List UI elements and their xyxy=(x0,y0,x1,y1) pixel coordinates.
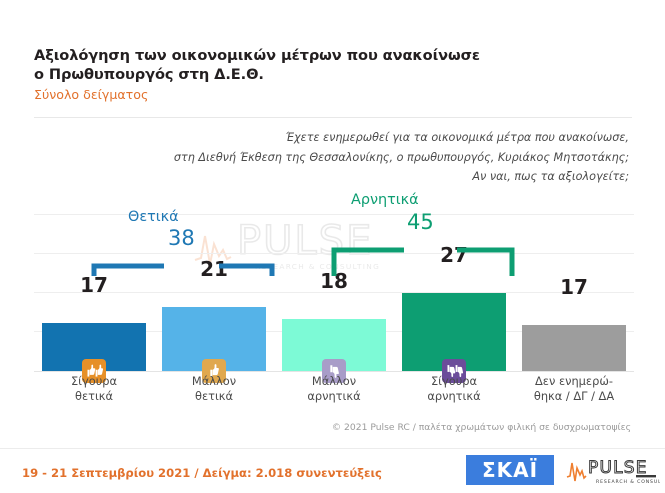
category-label-line-1: Σίγουρα xyxy=(70,374,118,388)
bar-value-label: 17 xyxy=(80,273,108,297)
fieldwork-info: 19 - 21 Σεπτεμβρίου 2021 / Δείγμα: 2.018… xyxy=(22,466,382,480)
skai-logo-text: ΣΚΑΪ xyxy=(481,458,539,482)
copyright-footnote: © 2021 Pulse RC / παλέτα χρωμάτων φιλική… xyxy=(331,422,631,433)
title-line-2: ο Πρωθυπουργός στη Δ.Ε.Θ. xyxy=(34,66,264,83)
bar-rect[interactable] xyxy=(402,293,506,371)
category-label: Μάλλον αρνητικά xyxy=(274,374,394,404)
double-thumbs-down-icon xyxy=(442,359,466,383)
category-label-line-1: Σίγουρα xyxy=(430,374,478,388)
category-label-line-2: αρνητικά xyxy=(307,389,361,403)
question-line-2: στη Διεθνή Έκθεση της Θεσσαλονίκης, ο πρ… xyxy=(173,150,629,164)
bar-rect[interactable] xyxy=(522,325,626,371)
page-title: Αξιολόγηση των οικονομικών μέτρων που αν… xyxy=(34,46,504,103)
bar-chart: 17 21 xyxy=(34,200,634,383)
bar-value-label: 17 xyxy=(560,275,588,299)
category-labels: Σίγουρα θετικά Μάλλον θετικά Μάλλον αρνη… xyxy=(34,374,634,404)
pulse-logo-text: PULSE xyxy=(588,458,648,478)
bar-value-label: 18 xyxy=(320,269,348,293)
bar-series: 17 21 xyxy=(34,200,634,383)
bar-column-den-enimerothika[interactable]: 17 xyxy=(514,200,634,371)
bar-column-mallon-thetika[interactable]: 21 xyxy=(154,200,274,383)
thumbs-up-icon xyxy=(202,359,226,383)
question-line-3: Αν ναι, πως τα αξιολογείτε; xyxy=(472,170,629,183)
category-label-line-1: Δεν ενημερώ- xyxy=(535,374,613,388)
bar-value-label: 21 xyxy=(200,257,228,281)
question-line-1: Έχετε ενημερωθεί για τα οικονομικά μέτρα… xyxy=(285,131,629,144)
category-label: Σίγουρα θετικά xyxy=(34,374,154,404)
category-label-line-2: θετικά xyxy=(194,389,234,403)
pulse-logo-tagline: RESEARCH & CONSULTING xyxy=(596,479,660,485)
header-divider xyxy=(34,117,632,118)
category-label-line-2: θηκα / ΔΓ / ΔΑ xyxy=(533,389,615,403)
gridline xyxy=(34,292,634,293)
category-label: Σίγουρα αρνητικά xyxy=(394,374,514,404)
bar-column-sigoura-thetika[interactable]: 17 xyxy=(34,200,154,383)
category-label: Δεν ενημερώ- θηκα / ΔΓ / ΔΑ xyxy=(514,374,634,404)
bar-column-mallon-arnitika[interactable]: 18 xyxy=(274,200,394,383)
question-text: Έχετε ενημερωθεί για τα οικονομικά μέτρα… xyxy=(159,128,629,187)
double-thumbs-up-icon xyxy=(82,359,106,383)
category-label-line-1: Μάλλον xyxy=(191,374,237,388)
gridline xyxy=(34,214,634,215)
category-label-line-2: αρνητικά xyxy=(427,389,481,403)
category-label: Μάλλον θετικά xyxy=(154,374,274,404)
footer-divider xyxy=(0,448,665,449)
bar-column-sigoura-arnitika[interactable]: 27 xyxy=(394,200,514,383)
title-line-1: Αξιολόγηση των οικονομικών μέτρων που αν… xyxy=(34,47,480,64)
category-label-line-2: θετικά xyxy=(74,389,114,403)
category-label-line-1: Μάλλον xyxy=(311,374,357,388)
skai-logo: ΣΚΑΪ xyxy=(466,455,554,485)
subtitle: Σύνολο δείγματος xyxy=(34,87,149,102)
thumbs-down-icon xyxy=(322,359,346,383)
bar-value-label: 27 xyxy=(440,243,468,267)
pulse-logo: PULSE RESEARCH & CONSULTING xyxy=(566,455,665,486)
